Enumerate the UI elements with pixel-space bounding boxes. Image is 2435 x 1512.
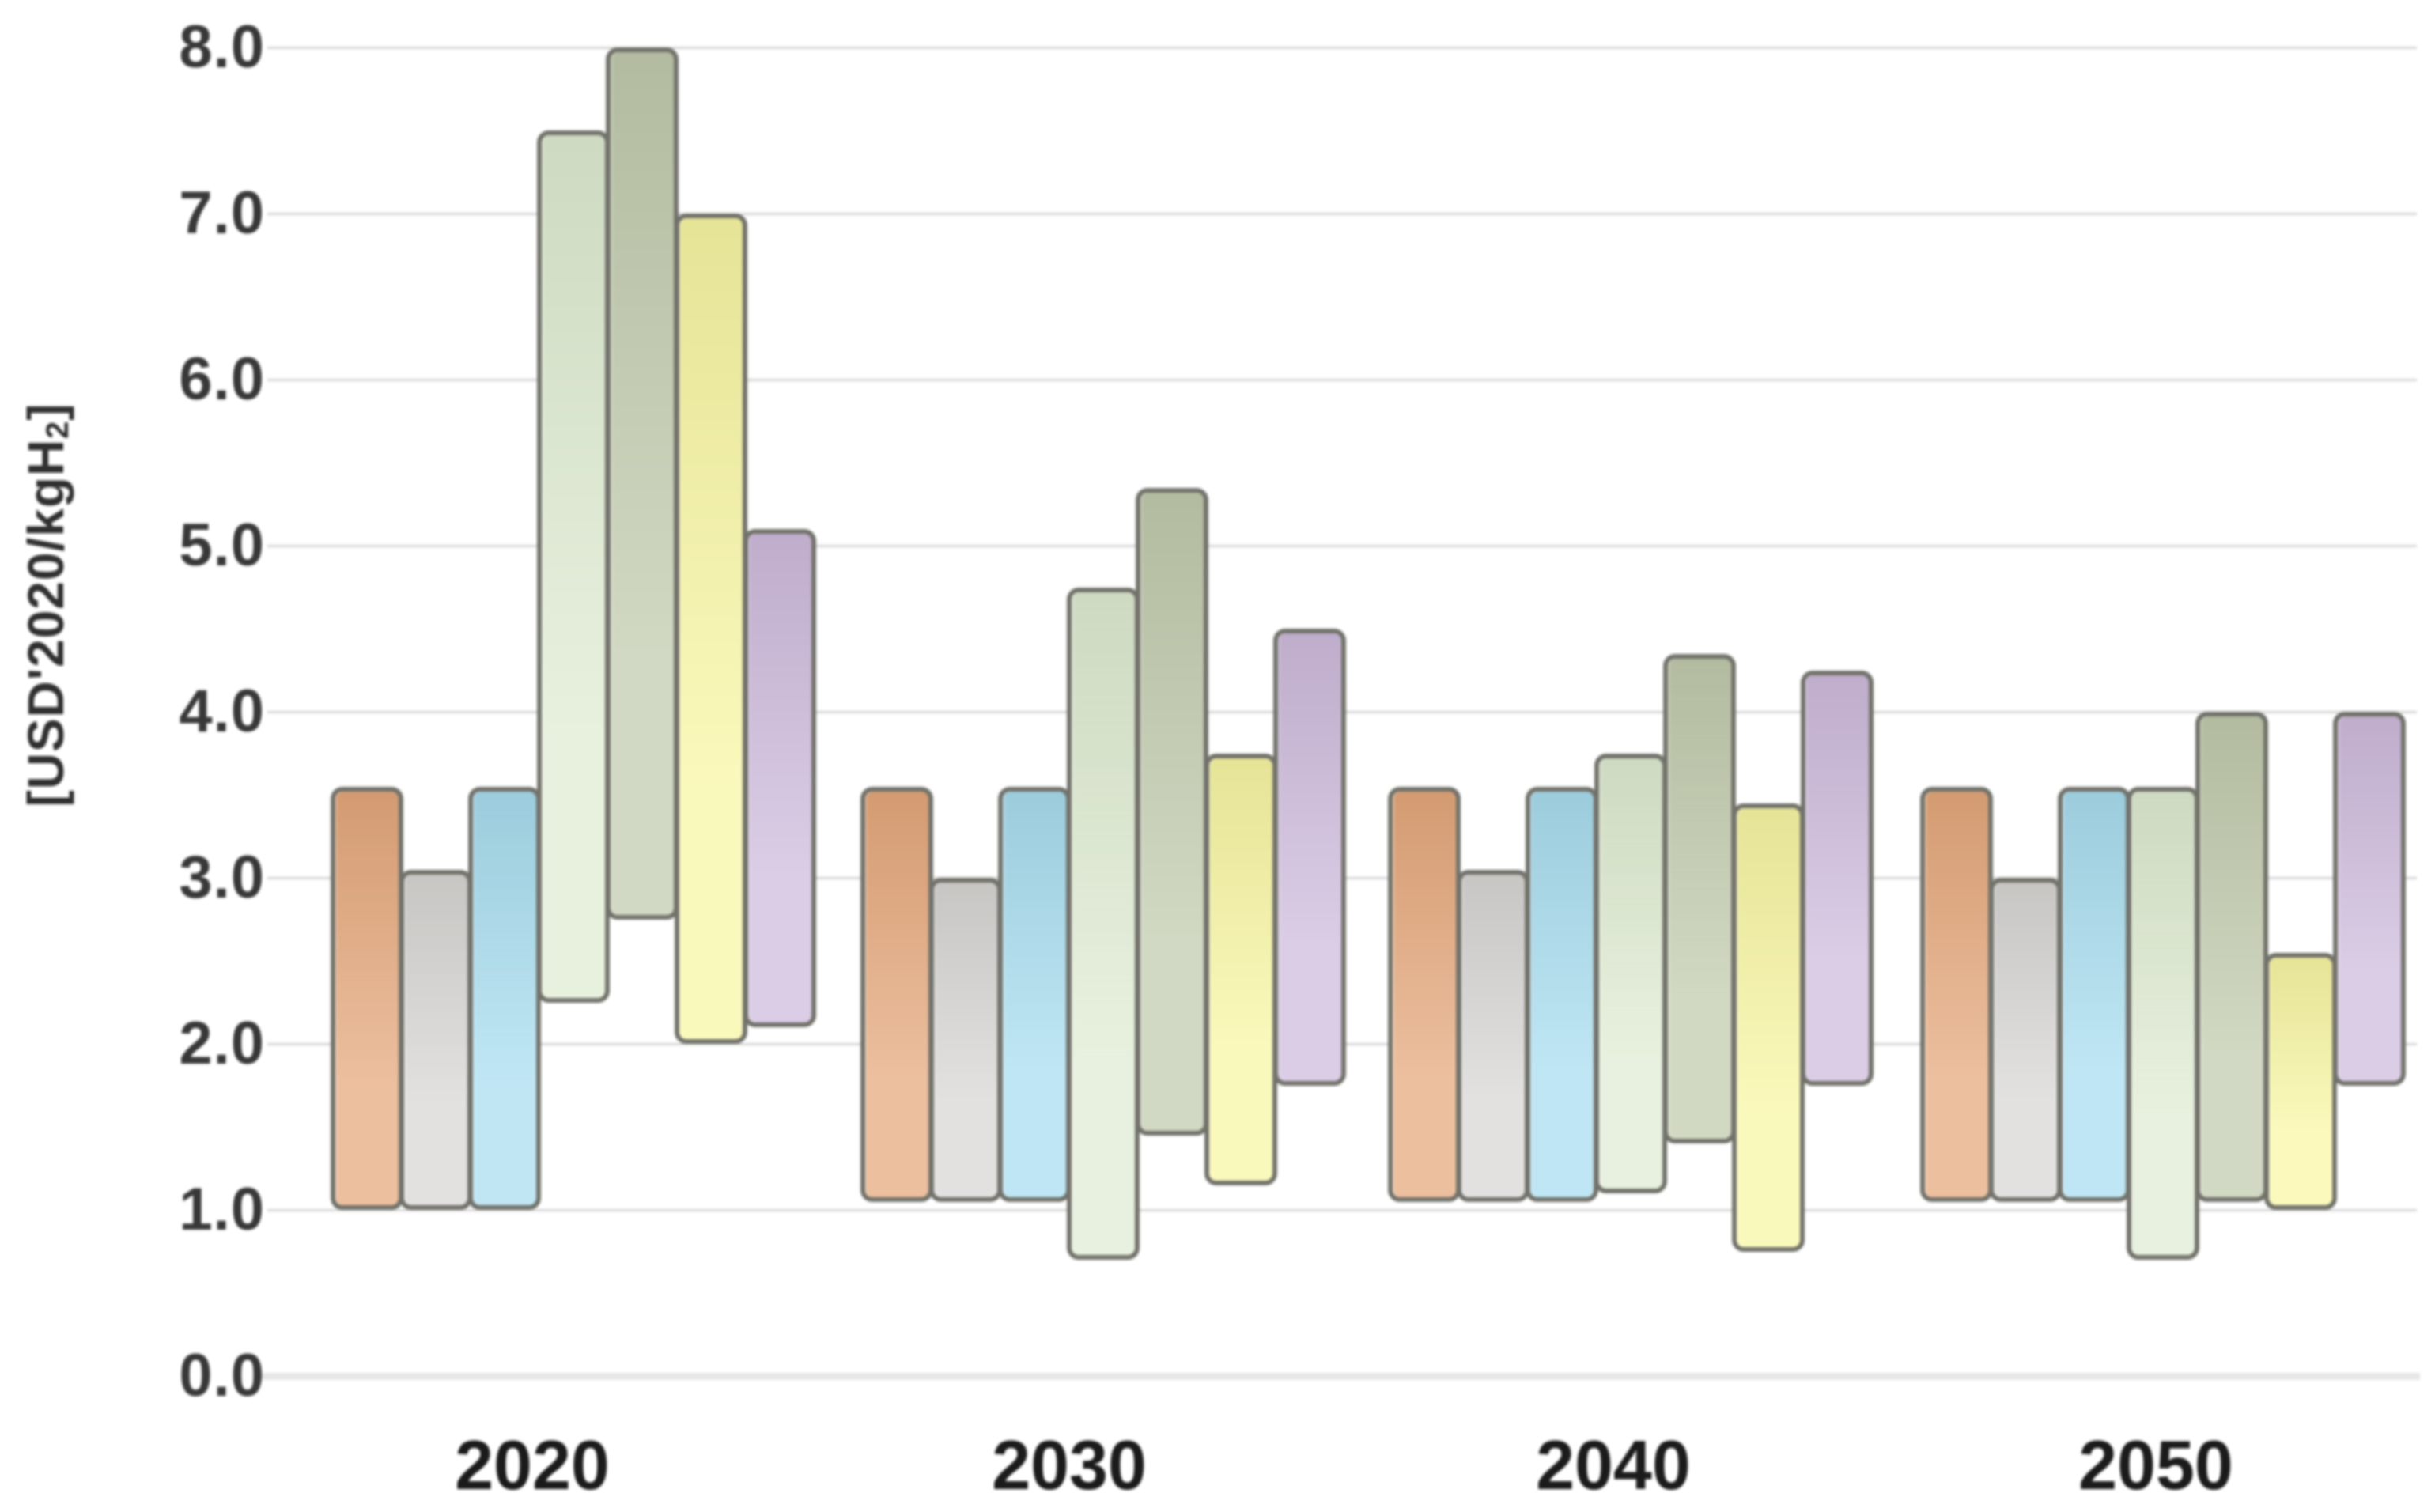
range-bar-green-2040: [1663, 653, 1736, 1143]
gridline-y-8.0: [267, 47, 2417, 49]
range-bar-grey-2020: [399, 869, 472, 1210]
gridline-y-7.0: [267, 213, 2417, 215]
range-bar-grey-2040: [1457, 869, 1529, 1202]
range-bar-orange-2050: [1920, 786, 1993, 1202]
y-tick-label-2.0: 2.0: [179, 1010, 265, 1077]
range-bar-yellow-2030: [1204, 753, 1277, 1185]
x-axis-baseline: [257, 1373, 2420, 1380]
x-axis-label-2020: 2020: [455, 1426, 610, 1504]
range-bar-orange-2020: [331, 786, 403, 1210]
y-tick-label-0.0: 0.0: [179, 1342, 265, 1409]
y-tick-label-4.0: 4.0: [179, 678, 265, 745]
range-bar-blue-2030: [998, 786, 1071, 1202]
range-bar-green-2030: [1136, 487, 1208, 1136]
x-axis-label-2040: 2040: [1536, 1426, 1691, 1504]
range-bar-orange-2040: [1388, 786, 1461, 1202]
x-axis-label-2030: 2030: [992, 1426, 1147, 1504]
range-bar-green-2050: [2195, 712, 2268, 1202]
range-bar-light-green-2040: [1594, 753, 1667, 1193]
gridline-y-5.0: [267, 545, 2417, 547]
y-tick-label-5.0: 5.0: [179, 512, 265, 579]
range-bar-blue-2050: [2058, 786, 2131, 1202]
range-bar-orange-2030: [860, 786, 933, 1202]
y-tick-label-3.0: 3.0: [179, 844, 265, 911]
range-bar-purple-2030: [1273, 629, 1346, 1086]
range-bar-light-green-2050: [2127, 786, 2199, 1260]
range-bar-purple-2050: [2333, 712, 2406, 1086]
y-tick-label-7.0: 7.0: [179, 180, 265, 247]
gridline-y-6.0: [267, 379, 2417, 381]
range-bar-grey-2050: [1989, 878, 2062, 1202]
range-bar-blue-2040: [1526, 786, 1598, 1202]
range-bar-green-2020: [606, 47, 679, 920]
y-tick-label-8.0: 8.0: [179, 13, 265, 81]
range-bar-purple-2020: [743, 529, 816, 1027]
range-bar-yellow-2040: [1732, 803, 1805, 1252]
range-bar-blue-2020: [468, 786, 541, 1210]
y-tick-label-6.0: 6.0: [179, 346, 265, 413]
x-axis-label-2050: 2050: [2078, 1426, 2233, 1504]
range-bar-light-green-2020: [537, 130, 610, 1003]
gridline-y-1.0: [267, 1209, 2417, 1211]
range-bar-light-green-2030: [1067, 587, 1140, 1260]
range-bar-yellow-2050: [2264, 952, 2337, 1210]
range-bar-grey-2030: [929, 878, 1002, 1202]
range-bar-yellow-2020: [675, 214, 747, 1044]
y-tick-label-1.0: 1.0: [179, 1176, 265, 1243]
range-bar-purple-2040: [1801, 670, 1874, 1086]
